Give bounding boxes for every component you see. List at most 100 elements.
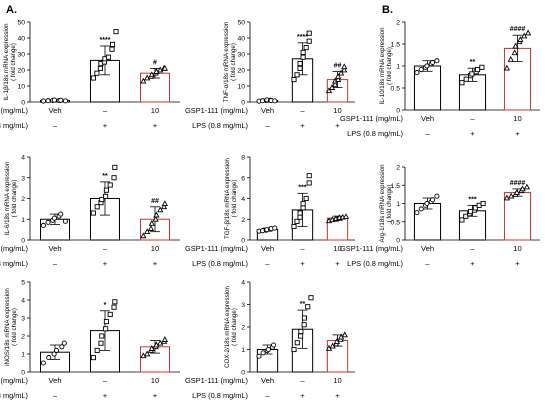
category-tick-label: – [103,106,108,115]
y-axis-label: COX-2/18s mRNA expression( fold change) [224,286,238,368]
y-tick-label: 0 [241,238,245,245]
data-point [434,193,440,199]
data-point [99,333,105,339]
data-point [51,97,57,103]
data-point [140,232,147,239]
data-point [331,80,339,87]
y-tick-label: 2 [241,325,245,332]
y-tick-label: 30 [237,52,245,59]
y-axis-label-line: ( fold change) [231,308,238,346]
y-tick-label: 0 [21,238,25,245]
y-tick-label: 0 [396,108,400,115]
lps-tick-label: + [335,391,340,400]
treatment-row-label: GSP1-111 (mg/mL) [340,114,403,123]
y-tick-label: 4 [241,280,245,287]
panel-label-a: A. [6,4,17,16]
data-point [148,71,155,78]
y-axis-label-line: ( fold change) [386,185,393,223]
y-axis-label-line: ( fold change) [11,180,18,218]
data-point [418,66,424,73]
panel-label-b: B. [382,4,393,16]
data-point [45,219,51,225]
data-point [459,80,465,86]
treatment-row-label: GSP1-111 (mg/mL) [185,244,248,253]
category-tick-label: – [300,376,305,385]
data-point [97,65,103,71]
data-point [424,63,430,69]
lps-tick-label: + [335,259,340,268]
data-point [430,197,436,203]
treatment-row-label: GSP1-111 (mg/mL) [0,106,28,115]
data-point [341,66,348,73]
y-tick-label: 3 [21,316,25,323]
data-point [308,295,314,301]
y-tick-label: 1 [21,217,25,224]
y-tick-label: 0 [241,100,245,107]
data-point [512,42,519,49]
y-axis-label: TGF-β/18s mRNA expression( fold change) [224,157,238,238]
data-point [111,304,117,310]
significance-label: * [104,302,107,309]
data-point [98,340,104,346]
category-tick-label: – [470,244,475,253]
category-tick-label: Veh [261,376,274,385]
category-tick-label: – [103,244,108,253]
y-axis-label: IL-6/18s mRNA expression( fold change) [4,161,18,235]
y-tick-label: 20 [17,68,25,75]
y-tick-label: 2 [241,217,245,224]
y-tick-label: 50 [17,20,25,27]
category-tick-label: Veh [261,106,274,115]
lps-tick-label: – [265,259,270,268]
data-point [271,342,277,348]
y-axis-label-line: IL-6/18s mRNA expression [4,161,11,235]
y-axis-label: TNF-α/18s mRNA expression( fold change) [223,21,237,102]
data-point [109,41,116,47]
data-point [107,182,113,188]
y-tick-label: 20 [237,68,245,75]
lps-tick-label: – [425,259,430,268]
data-point [140,77,147,84]
y-tick-label: 4 [21,298,25,305]
data-point [260,350,266,356]
lps-row-label: LPS (0.8 mg/mL) [0,259,28,268]
category-tick-label: 10 [333,106,341,115]
data-point [144,228,151,235]
data-point [40,222,46,229]
data-point [147,225,155,231]
y-axis-label: IL-1β/18s mRNA expression( fold change) [3,23,17,101]
lps-tick-label: + [153,121,158,130]
data-point [459,217,465,223]
data-point [90,75,96,81]
data-point [300,201,306,207]
treatment-row-label: GSP1-111 (mg/mL) [185,376,248,385]
data-point [294,340,300,346]
significance-label: ## [334,63,342,70]
lps-tick-label: + [515,129,520,138]
significance-label: #### [510,180,526,187]
significance-label: # [153,59,157,66]
lps-row-label: LPS (0.8 mg/mL) [192,121,248,130]
data-point [58,211,64,217]
lps-tick-label: + [335,121,340,130]
lps-tick-label: + [300,391,305,400]
lps-tick-label: – [265,391,270,400]
y-axis-label-line: IL-1β/18s mRNA expression [3,23,10,101]
data-point [153,68,160,74]
data-point [51,215,57,221]
data-point [297,61,303,67]
lps-row-label: LPS (0.8 mg/mL) [0,121,28,130]
y-tick-label: 0 [21,100,25,107]
data-point [99,196,105,203]
data-point [414,70,420,76]
data-point [58,97,64,103]
data-point [157,206,164,213]
data-point [40,360,46,366]
data-point [59,344,65,350]
data-point [503,64,511,71]
data-point [507,55,514,62]
